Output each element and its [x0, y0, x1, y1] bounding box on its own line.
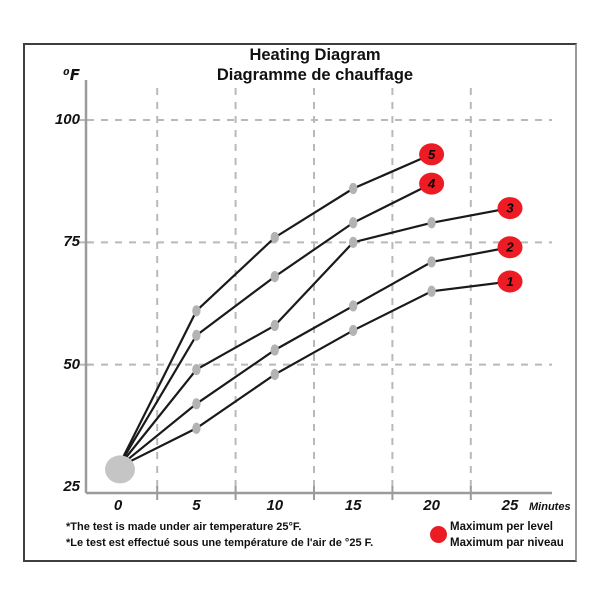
- max-marker-number: 2: [505, 240, 514, 255]
- max-marker-number: 1: [506, 274, 513, 289]
- data-point-dot: [349, 324, 358, 337]
- series-line-level-1: [117, 280, 511, 469]
- footnotes: *The test is made under air temperature …: [66, 519, 373, 551]
- data-point-dot: [270, 319, 279, 332]
- max-marker-level-2: [497, 236, 523, 259]
- legend-label-fr: Maximum par niveau: [450, 537, 564, 549]
- max-marker-level-3: [497, 197, 523, 220]
- data-point-dot: [349, 300, 358, 312]
- data-point-dot: [427, 256, 436, 268]
- data-point-dot: [349, 217, 358, 229]
- data-point-dot: [270, 231, 279, 244]
- series-line-level-2: [117, 246, 511, 469]
- legend: Maximum per level Maximum par niveau: [429, 519, 564, 551]
- y-tick-label: 25: [63, 478, 80, 495]
- x-tick-label: 25: [501, 497, 519, 514]
- x-axis-unit-label: Minutes: [529, 501, 571, 513]
- y-tick-label: 100: [54, 111, 80, 129]
- x-tick-label: 15: [344, 497, 362, 514]
- data-point-dot: [270, 271, 279, 283]
- data-point-dot: [349, 236, 358, 248]
- data-point-dot: [427, 217, 436, 229]
- y-axis-unit-label: ⁰F: [63, 66, 80, 84]
- legend-labels: Maximum per level Maximum par niveau: [450, 519, 564, 551]
- data-point-dot: [192, 329, 201, 341]
- y-tick-label: 75: [63, 233, 80, 251]
- footnote-en: *The test is made under air temperature …: [66, 521, 302, 533]
- data-point-dot: [192, 422, 201, 434]
- data-point-dot: [270, 344, 279, 356]
- series-line-level-5: [117, 153, 433, 468]
- chart-subtitle: Diagramme de chauffage: [216, 66, 414, 84]
- data-point-dot: [192, 363, 201, 376]
- max-marker-number: 5: [428, 147, 436, 162]
- max-marker-number: 4: [427, 176, 436, 191]
- x-tick-label: 5: [192, 497, 201, 514]
- legend-max-marker-icon: [430, 526, 447, 543]
- chart-title-block: Heating Diagram Diagramme de chauffage: [23, 45, 577, 85]
- data-point-dot: [192, 305, 201, 317]
- max-marker-level-1: [497, 270, 523, 293]
- data-point-dot: [349, 182, 358, 195]
- series-line-level-3: [117, 207, 511, 469]
- x-tick-label: 0: [113, 497, 123, 514]
- chart-title: Heating Diagram: [249, 46, 381, 64]
- max-marker-level-5: [419, 143, 445, 166]
- data-point-dot: [270, 368, 279, 381]
- y-tick-label: 50: [63, 355, 80, 373]
- legend-label-en: Maximum per level: [450, 521, 553, 533]
- max-marker-level-4: [419, 172, 445, 195]
- max-marker-number: 3: [506, 201, 514, 216]
- x-tick-label: 10: [266, 497, 284, 514]
- data-point-dot: [427, 285, 436, 297]
- origin-dot: [105, 455, 135, 484]
- footnote-fr: *Le test est effectué sous une températu…: [66, 537, 374, 549]
- x-tick-label: 20: [423, 497, 440, 514]
- data-point-dot: [192, 398, 201, 410]
